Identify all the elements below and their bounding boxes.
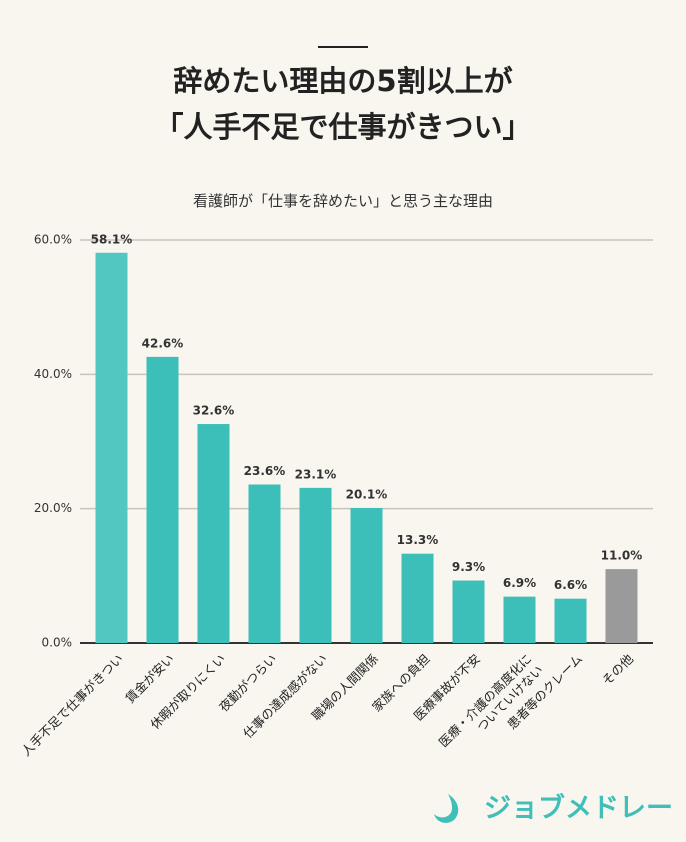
bar [197,424,230,643]
bar [248,484,281,643]
value-label: 23.6% [244,464,286,478]
bar [95,252,128,644]
value-label: 58.1% [91,232,133,246]
bar [554,598,587,643]
value-label: 32.6% [193,404,235,418]
bar [605,569,638,643]
bar [503,596,536,643]
bar [350,507,383,643]
value-label: 6.6% [554,578,587,592]
value-label: 13.3% [397,533,439,547]
y-tick-label: 20.0% [34,501,72,515]
value-label: 42.6% [142,336,184,350]
chart-title: 辞めたい理由の5割以上が 「人手不足で仕事がきつい」 [154,64,532,144]
logo-icon [434,794,459,823]
value-label: 9.3% [452,560,485,574]
y-tick-label: 0.0% [42,636,73,650]
bar [401,553,434,643]
y-tick-label: 60.0% [34,233,72,247]
bar [146,356,179,643]
value-label: 6.9% [503,576,536,590]
value-label: 11.0% [601,549,643,563]
bar [299,487,332,643]
value-label: 20.1% [346,487,388,501]
value-label: 23.1% [295,467,337,481]
bar [452,580,485,643]
chart-subtitle: 看護師が「仕事を辞めたい」と思う主な理由 [192,192,493,210]
y-tick-label: 40.0% [34,367,72,381]
logo-text: ジョブメドレー [484,793,673,824]
